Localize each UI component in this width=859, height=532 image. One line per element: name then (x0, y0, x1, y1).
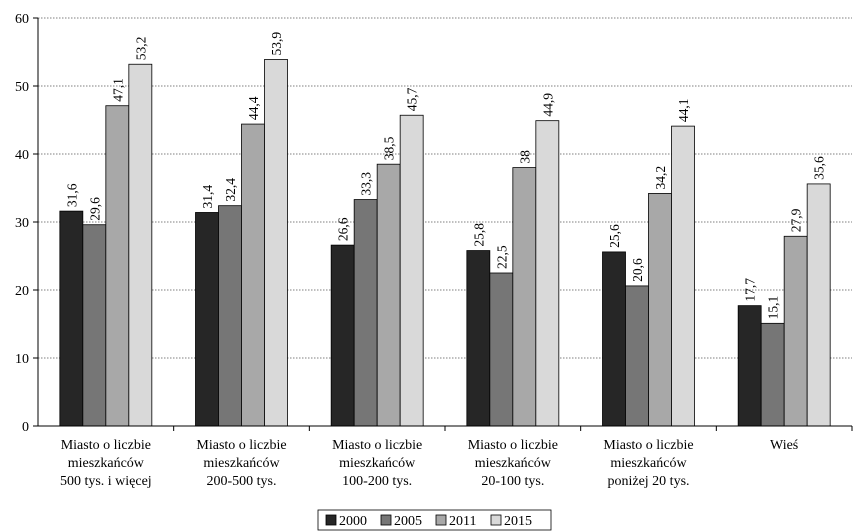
legend-label: 2000 (339, 514, 367, 529)
x-category-label: Miasto o liczbie (61, 438, 151, 453)
x-category-label: Miasto o liczbie (196, 438, 286, 453)
data-label: 33,3 (359, 172, 374, 196)
data-label: 38 (517, 150, 532, 164)
y-tick-label: 0 (22, 420, 29, 435)
data-label: 44,9 (540, 93, 555, 117)
y-tick-label: 10 (15, 352, 29, 367)
data-label: 34,2 (653, 166, 668, 190)
x-category-label: 100-200 tys. (342, 474, 412, 489)
data-label: 22,5 (494, 245, 509, 269)
y-tick-label: 20 (15, 284, 29, 299)
legend-swatch (490, 514, 502, 526)
bar (330, 244, 355, 427)
legend-label: 2011 (449, 514, 476, 529)
data-label: 25,8 (471, 223, 486, 247)
legend-label: 2015 (504, 514, 532, 529)
x-category-label: mieszkańców (475, 456, 552, 471)
x-category-label: Miasto o liczbie (468, 438, 558, 453)
data-label: 15,1 (766, 296, 781, 320)
bar (489, 272, 514, 427)
data-label: 27,9 (789, 208, 804, 232)
bar (602, 251, 626, 427)
x-category-label: Miasto o liczbie (332, 438, 422, 453)
data-label: 35,6 (812, 156, 827, 180)
data-label: 45,7 (405, 87, 420, 111)
legend-swatch (435, 514, 447, 526)
data-label: 29,6 (87, 197, 102, 221)
bar (59, 210, 84, 427)
x-category-label: mieszkańców (68, 456, 145, 471)
x-category-label: 20-100 tys. (481, 474, 544, 489)
data-label: 17,7 (743, 278, 758, 302)
bar (535, 120, 560, 427)
x-category-label: Wieś (770, 438, 798, 453)
bar (399, 114, 424, 427)
data-label: 44,1 (676, 98, 691, 122)
bar (671, 125, 695, 427)
axes: 0 10 20 30 40 50 60 Miasto o liczbie mieszkańców… (15, 12, 853, 489)
legend: 2000 2005 2011 2015 (317, 509, 552, 531)
bars (59, 59, 831, 427)
legend-swatch (380, 514, 392, 526)
x-category-label: 500 tys. i więcej (60, 474, 152, 489)
x-category-label: poniżej 20 tys. (607, 474, 689, 489)
x-category-label: 200-500 tys. (207, 474, 277, 489)
data-label: 32,4 (223, 178, 238, 202)
data-label: 20,6 (630, 258, 645, 282)
bar (512, 167, 537, 427)
data-label: 38,5 (382, 136, 397, 160)
x-category-label: mieszkańców (610, 456, 687, 471)
data-label: 25,6 (607, 224, 622, 248)
y-tick-label: 60 (15, 12, 29, 27)
bar (783, 235, 808, 427)
data-label: 53,9 (269, 32, 284, 56)
legend-swatch (325, 514, 337, 526)
data-label: 26,6 (336, 217, 351, 241)
bar (128, 63, 153, 427)
bar (737, 305, 762, 427)
bar (376, 163, 401, 427)
bar (218, 205, 242, 427)
bar (195, 212, 219, 427)
x-category-label: mieszkańców (203, 456, 280, 471)
bar (264, 59, 288, 427)
bar (241, 123, 265, 427)
bar (466, 250, 491, 427)
y-tick-label: 50 (15, 80, 29, 95)
bar (760, 322, 785, 427)
bar (105, 105, 130, 427)
data-labels: 31,6 29,6 47,1 53,2 31,4 32,4 44,4 53,9 26,6 33,3… (64, 32, 826, 320)
bar (648, 193, 672, 427)
x-category-label: Miasto o liczbie (603, 438, 693, 453)
data-label: 31,4 (200, 185, 215, 209)
bar (353, 199, 378, 427)
data-label: 47,1 (110, 78, 125, 102)
data-label: 53,2 (133, 37, 148, 61)
y-tick-label: 40 (15, 148, 29, 163)
bar (625, 285, 649, 427)
legend-label: 2005 (394, 514, 422, 529)
gridlines (38, 17, 852, 359)
x-category-label: mieszkańców (339, 456, 416, 471)
y-tick-label: 30 (15, 216, 29, 231)
bar (82, 224, 107, 427)
bar (806, 183, 831, 427)
data-label: 31,6 (64, 183, 79, 207)
data-label: 44,4 (246, 96, 261, 120)
